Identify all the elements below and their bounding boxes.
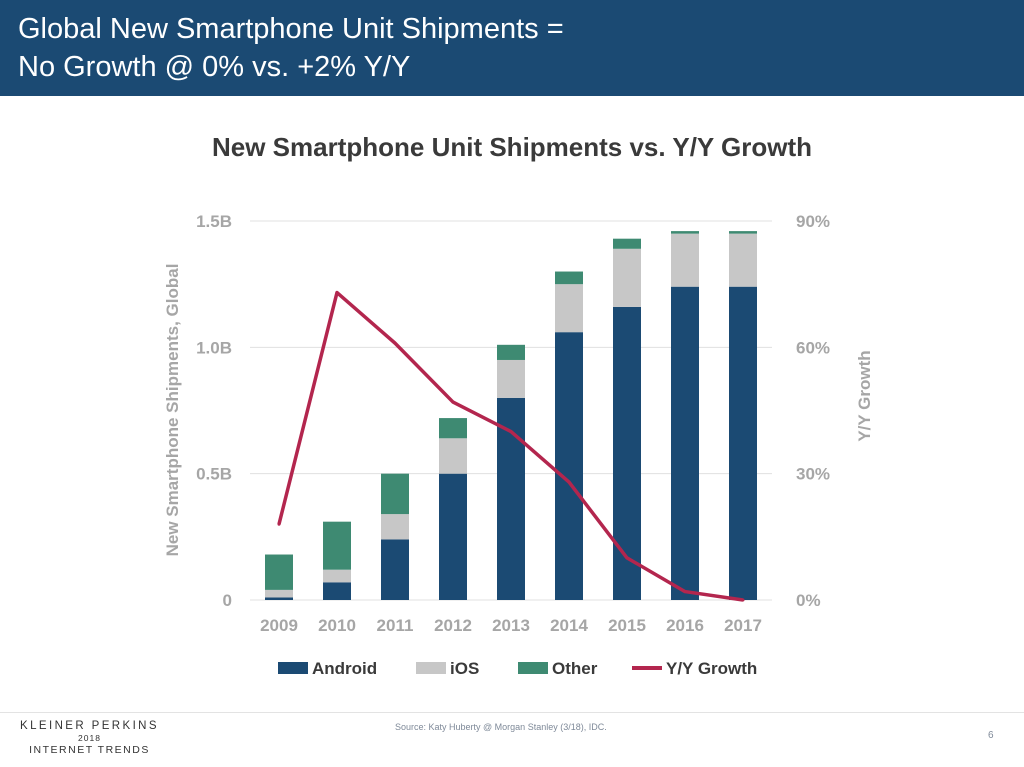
bar-ios	[555, 284, 583, 333]
brand-logo: KLEINER PERKINS 2018 INTERNET TRENDS	[12, 720, 167, 756]
y2-axis-label: Y/Y Growth	[855, 350, 874, 441]
bar-ios	[381, 514, 409, 540]
growth-point	[741, 598, 745, 602]
bar-ios	[497, 359, 525, 398]
bar-other	[497, 344, 525, 360]
y-tick-label: 0.5B	[196, 465, 232, 484]
growth-point	[335, 291, 339, 295]
legend-label: Android	[312, 659, 377, 678]
y-tick-label: 1.0B	[196, 338, 232, 357]
bar-ios	[439, 438, 467, 474]
y2-tick-label: 0%	[796, 591, 821, 610]
chart-title: New Smartphone Unit Shipments vs. Y/Y Gr…	[211, 132, 813, 162]
growth-point	[451, 400, 455, 404]
source-note: Source: Katy Huberty @ Morgan Stanley (3…	[395, 722, 607, 732]
x-tick-label: 2012	[434, 616, 472, 635]
bar-ios	[729, 233, 757, 287]
bar-other	[613, 238, 641, 249]
x-tick-label: 2009	[260, 616, 298, 635]
bar-ios	[265, 589, 293, 598]
legend-label: Other	[552, 659, 598, 678]
bar-android	[555, 332, 583, 600]
bar-other	[381, 473, 409, 515]
y2-tick-label: 30%	[796, 465, 830, 484]
x-tick-label: 2017	[724, 616, 762, 635]
legend-label: Y/Y Growth	[666, 659, 757, 678]
x-tick-label: 2013	[492, 616, 530, 635]
y-axis-label: New Smartphone Shipments, Global	[163, 264, 182, 557]
growth-point	[393, 341, 397, 345]
y2-tick-label: 60%	[796, 338, 830, 357]
x-tick-label: 2015	[608, 616, 646, 635]
brand-name: KLEINER PERKINS	[20, 720, 159, 732]
bar-android	[439, 473, 467, 600]
legend-swatch	[278, 662, 308, 674]
bar-android	[381, 539, 409, 600]
brand-year: 2018	[78, 733, 101, 743]
y-tick-label: 1.5B	[196, 212, 232, 231]
x-tick-label: 2016	[666, 616, 704, 635]
growth-point	[625, 556, 629, 560]
footer-divider	[0, 712, 1024, 713]
y-tick-label: 0	[223, 591, 232, 610]
bar-android	[613, 306, 641, 600]
bar-ios	[671, 233, 699, 287]
bar-ios	[323, 569, 351, 583]
slide-header: Global New Smartphone Unit Shipments = N…	[0, 0, 1024, 96]
x-tick-label: 2014	[550, 616, 588, 635]
growth-point	[509, 430, 513, 434]
page-number: 6	[988, 730, 994, 741]
brand-report: INTERNET TRENDS	[29, 744, 150, 756]
bar-android	[265, 597, 293, 600]
legend-swatch	[416, 662, 446, 674]
bar-other	[671, 231, 699, 234]
y2-tick-label: 90%	[796, 212, 830, 231]
growth-point	[683, 590, 687, 594]
bar-android	[671, 286, 699, 600]
bar-other	[323, 521, 351, 570]
legend-label: iOS	[450, 659, 479, 678]
bar-other	[439, 418, 467, 439]
growth-point	[567, 480, 571, 484]
bar-android	[729, 286, 757, 600]
bar-android	[323, 582, 351, 600]
bar-ios	[613, 248, 641, 307]
legend-swatch	[518, 662, 548, 674]
x-tick-label: 2011	[377, 616, 414, 635]
bar-other	[555, 271, 583, 285]
x-tick-label: 2010	[318, 616, 356, 635]
bar-other	[729, 231, 757, 234]
slide-title-line-2: No Growth @ 0% vs. +2% Y/Y	[18, 51, 411, 83]
bar-other	[265, 554, 293, 590]
growth-point	[277, 522, 281, 526]
slide-title-line-1: Global New Smartphone Unit Shipments =	[18, 13, 564, 45]
